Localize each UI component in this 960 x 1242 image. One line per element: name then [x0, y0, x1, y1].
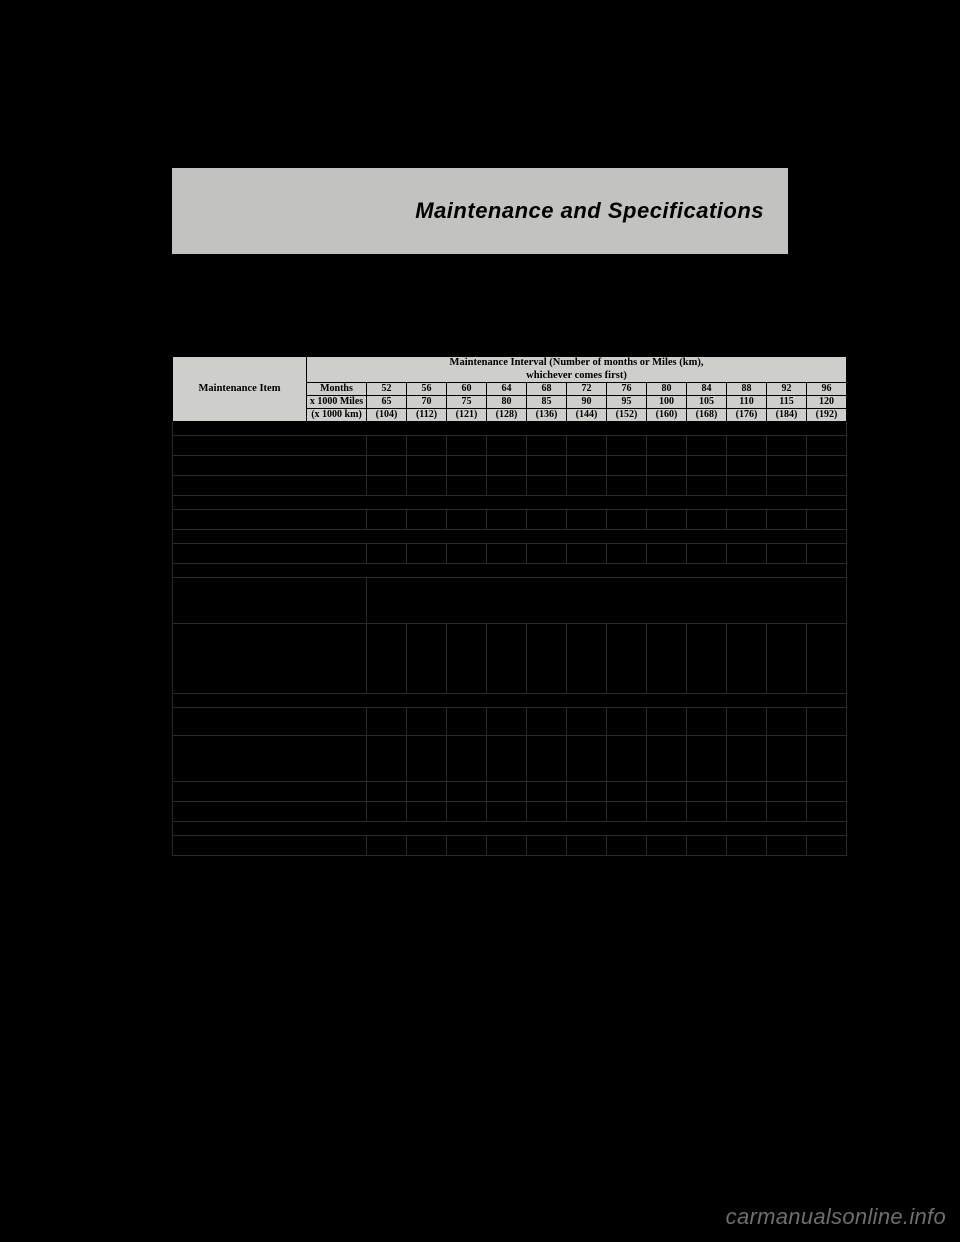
table-row	[173, 836, 847, 856]
page-title: Maintenance and Specifications	[415, 198, 764, 224]
km-8: (168)	[687, 409, 727, 422]
table-row	[173, 782, 847, 802]
table-row	[173, 436, 847, 456]
table-row	[173, 578, 847, 624]
months-4: 68	[527, 383, 567, 396]
km-6: (152)	[607, 409, 647, 422]
km-7: (160)	[647, 409, 687, 422]
table-row	[173, 544, 847, 564]
months-5: 72	[567, 383, 607, 396]
table-row	[173, 822, 847, 836]
table-row	[173, 510, 847, 530]
miles-9: 110	[727, 396, 767, 409]
km-3: (128)	[487, 409, 527, 422]
miles-4: 85	[527, 396, 567, 409]
miles-10: 115	[767, 396, 807, 409]
km-0: (104)	[367, 409, 407, 422]
miles-11: 120	[807, 396, 847, 409]
miles-0: 65	[367, 396, 407, 409]
months-7: 80	[647, 383, 687, 396]
table-row	[173, 736, 847, 782]
km-2: (121)	[447, 409, 487, 422]
watermark: carmanualsonline.info	[726, 1204, 946, 1230]
months-0: 52	[367, 383, 407, 396]
table-row	[173, 530, 847, 544]
km-10: (184)	[767, 409, 807, 422]
km-9: (176)	[727, 409, 767, 422]
maint-item-header: Maintenance Item	[173, 357, 307, 422]
miles-8: 105	[687, 396, 727, 409]
km-1: (112)	[407, 409, 447, 422]
table-row	[173, 456, 847, 476]
table-row	[173, 422, 847, 436]
miles-3: 80	[487, 396, 527, 409]
months-3: 64	[487, 383, 527, 396]
miles-5: 90	[567, 396, 607, 409]
km-4: (136)	[527, 409, 567, 422]
table-row	[173, 476, 847, 496]
km-label: (x 1000 km)	[307, 409, 367, 422]
maintenance-table: Maintenance Item Maintenance Interval (N…	[172, 356, 847, 856]
table-row	[173, 802, 847, 822]
months-2: 60	[447, 383, 487, 396]
months-9: 88	[727, 383, 767, 396]
table-row	[173, 694, 847, 708]
months-10: 92	[767, 383, 807, 396]
table-header-row-1: Maintenance Item Maintenance Interval (N…	[173, 357, 847, 383]
months-6: 76	[607, 383, 647, 396]
miles-6: 95	[607, 396, 647, 409]
months-1: 56	[407, 383, 447, 396]
months-11: 96	[807, 383, 847, 396]
miles-2: 75	[447, 396, 487, 409]
page-header-bar: Maintenance and Specifications	[172, 168, 788, 256]
months-8: 84	[687, 383, 727, 396]
interval-header-line2: whichever comes first)	[526, 370, 627, 381]
interval-header: Maintenance Interval (Number of months o…	[307, 357, 847, 383]
km-11: (192)	[807, 409, 847, 422]
miles-label: x 1000 Miles	[307, 396, 367, 409]
table-row	[173, 496, 847, 510]
miles-1: 70	[407, 396, 447, 409]
interval-header-line1: Maintenance Interval (Number of months o…	[450, 357, 704, 368]
table-row	[173, 624, 847, 694]
months-label: Months	[307, 383, 367, 396]
miles-7: 100	[647, 396, 687, 409]
maintenance-table-wrapper: Maintenance Item Maintenance Interval (N…	[172, 356, 788, 856]
km-5: (144)	[567, 409, 607, 422]
table-row	[173, 708, 847, 736]
table-row	[173, 564, 847, 578]
